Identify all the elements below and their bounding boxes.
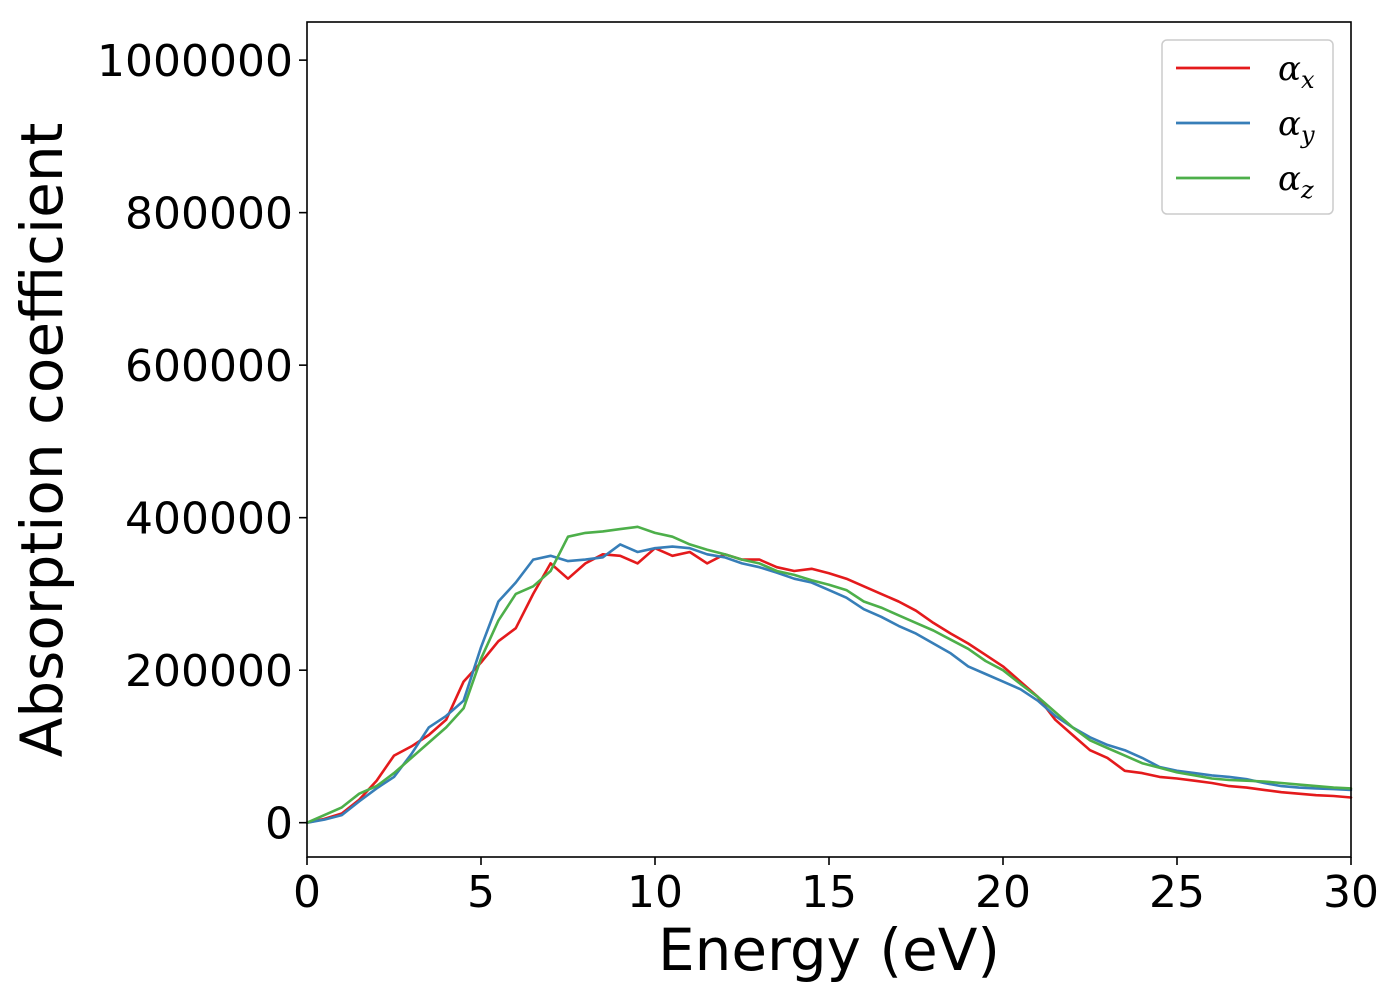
series-line-y	[305, 543, 1353, 824]
y-tick-label: 600000	[125, 341, 293, 392]
legend-label-y: αy	[1278, 104, 1315, 149]
x-tick-label: 0	[293, 867, 321, 918]
x-tick-label: 20	[975, 867, 1031, 918]
legend-subscript-z: z	[1300, 176, 1314, 204]
series-line-z	[305, 525, 1353, 824]
x-axis: 0 5 10 15 20 25 30	[293, 857, 1379, 918]
x-tick-label: 5	[467, 867, 495, 918]
y-axis: 0 200000 400000 600000 800000 1000000	[97, 36, 307, 850]
y-tick-label: 400000	[125, 494, 293, 545]
y-tick-label: 200000	[125, 646, 293, 697]
y-tick-label: 800000	[125, 189, 293, 240]
x-tick-label: 15	[801, 867, 857, 918]
series-layer	[305, 525, 1353, 824]
x-axis-label: Energy (eV)	[658, 916, 1000, 984]
y-axis-label: Absorption coefficient	[8, 123, 76, 758]
legend-box	[1161, 39, 1334, 215]
y-tick-label: 1000000	[97, 36, 293, 87]
legend-subscript-y: y	[1300, 121, 1315, 149]
x-tick-label: 30	[1323, 867, 1379, 918]
x-tick-label: 25	[1149, 867, 1205, 918]
y-tick-label: 0	[265, 799, 293, 850]
legend-label-x: αx	[1278, 49, 1315, 94]
legend-subscript-x: x	[1301, 66, 1315, 94]
x-tick-label: 10	[627, 867, 683, 918]
